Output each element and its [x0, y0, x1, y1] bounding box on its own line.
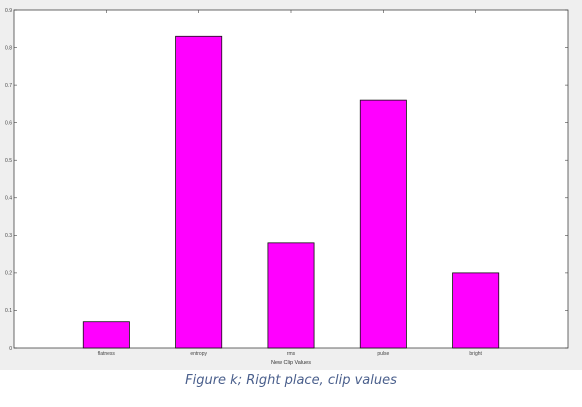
y-tick-label: 0.5 — [5, 158, 12, 164]
figure-caption: Figure k; Right place, clip values — [185, 373, 397, 388]
y-tick-label: 0.6 — [5, 120, 12, 126]
y-tick-label: 0.9 — [5, 8, 12, 14]
y-tick-label: 0.7 — [5, 83, 12, 89]
y-tick-label: 0 — [9, 346, 12, 352]
figure-panel: 0 0.1 0.2 0.3 0.4 0.5 0.6 0.7 0.8 0.9 flatness ent… — [0, 0, 582, 388]
x-tick-label-rms: rms — [287, 351, 296, 357]
x-tick-label-flatness: flatness — [98, 351, 116, 357]
bar-flatness — [82, 321, 130, 349]
bar-chart: 0 0.1 0.2 0.3 0.4 0.5 0.6 0.7 0.8 0.9 flatness ent… — [5, 8, 569, 366]
x-tick-label-bright: bright — [469, 351, 482, 357]
bar-entropy — [175, 35, 223, 349]
y-tick-label: 0.3 — [5, 233, 12, 239]
bar-series — [82, 35, 500, 349]
y-tick-label: 0.1 — [5, 308, 12, 314]
y-axis: 0 0.1 0.2 0.3 0.4 0.5 0.6 0.7 0.8 0.9 — [5, 8, 568, 352]
x-axis-label: New Clip Values — [271, 360, 311, 366]
y-tick-label: 0.8 — [5, 45, 12, 51]
y-tick-label: 0.4 — [5, 196, 12, 202]
x-tick-label-pulse: pulse — [377, 351, 389, 357]
bar-pulse — [359, 99, 407, 349]
bar-bright — [452, 272, 500, 349]
y-tick-label: 0.2 — [5, 271, 12, 277]
x-tick-label-entropy: entropy — [190, 351, 207, 357]
bar-rms — [267, 242, 315, 349]
